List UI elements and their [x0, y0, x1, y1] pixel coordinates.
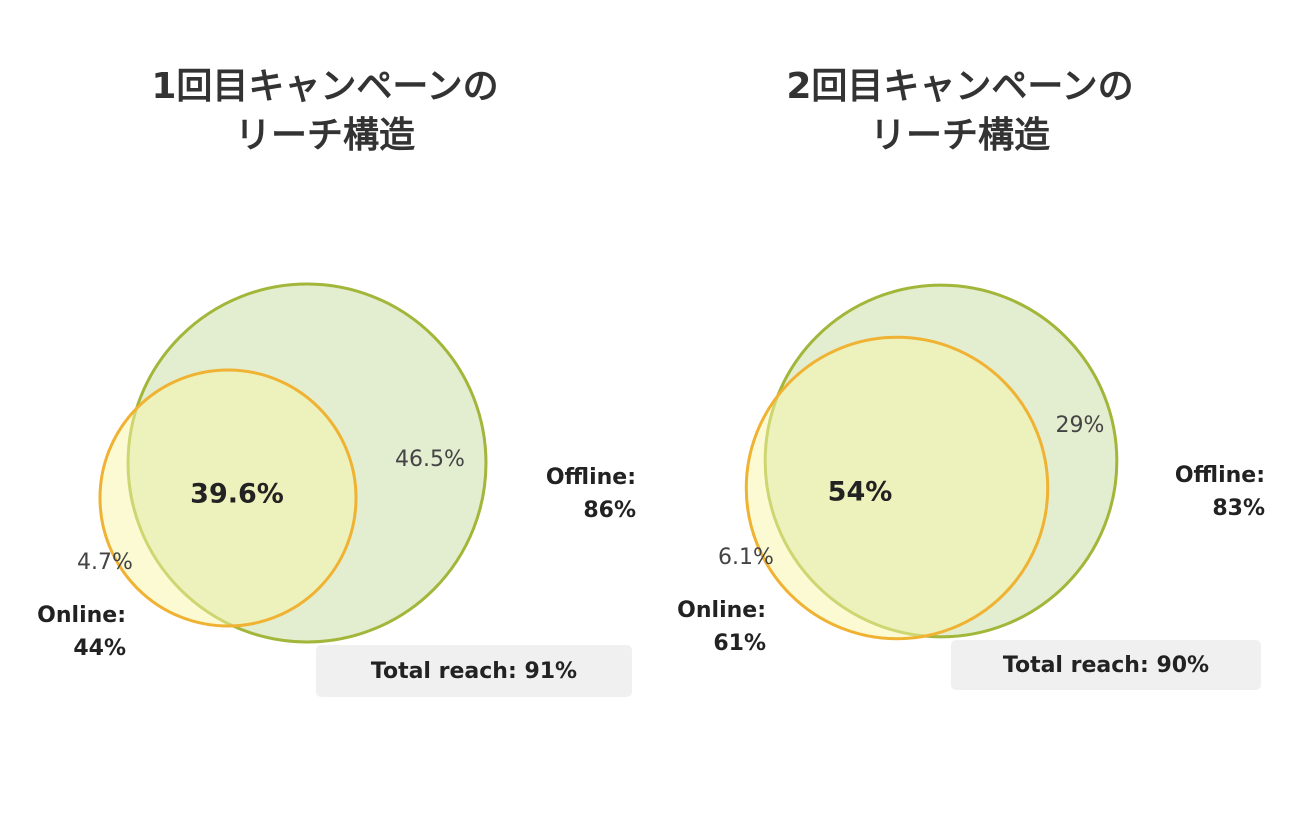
total-text: Total reach: 90%: [1003, 653, 1209, 678]
intersection-label: 39.6%: [190, 479, 284, 510]
total-value: 90%: [1156, 653, 1209, 678]
set-value-label: 83%: [1212, 496, 1265, 521]
chart-title: 1回目キャンペーンの: [151, 66, 498, 107]
set-circle: [744, 335, 1050, 641]
set-circle: [98, 368, 358, 628]
set-value-label: 61%: [713, 631, 766, 656]
total-box: [951, 640, 1261, 690]
chart-title: リーチ構造: [235, 115, 415, 156]
set-name: Offline:: [546, 465, 636, 490]
chart-title: リーチ構造: [870, 115, 1050, 156]
total-text: Total reach: 91%: [371, 659, 577, 684]
total-name: Total reach:: [1003, 653, 1149, 678]
total-box: [316, 645, 632, 697]
intersection-label: 54%: [828, 477, 893, 508]
total-name: Total reach:: [371, 659, 517, 684]
set-value-label: 86%: [583, 498, 636, 523]
only-label: 46.5%: [395, 447, 465, 472]
set-name: Online:: [677, 598, 766, 623]
total-value: 91%: [524, 659, 577, 684]
set-name: Online:: [37, 603, 126, 628]
chart-title: 2回目キャンペーンの: [786, 66, 1133, 107]
set-name: Offline:: [1175, 463, 1265, 488]
only-label: 4.7%: [77, 550, 133, 575]
only-label: 6.1%: [718, 545, 774, 570]
only-label: 29%: [1056, 413, 1105, 438]
set-value-label: 44%: [73, 636, 126, 661]
